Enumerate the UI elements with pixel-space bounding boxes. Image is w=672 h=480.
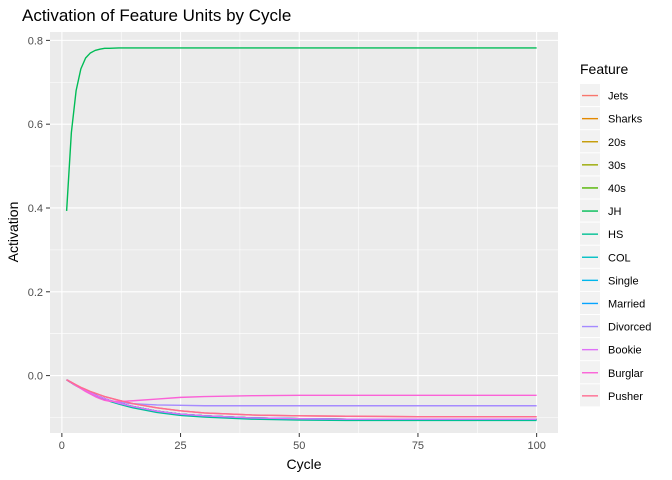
y-tick-label: 0.4: [28, 203, 43, 215]
legend-label-col: COL: [608, 252, 631, 264]
plot-panel: [50, 32, 558, 433]
legend-label-20s: 20s: [608, 137, 626, 149]
y-axis-ticks: 0.0 0.2 0.4 0.6 0.8: [28, 35, 50, 383]
legend-label-married: Married: [608, 298, 645, 310]
x-tick-label: 75: [412, 440, 424, 452]
legend-label-pusher: Pusher: [608, 391, 643, 403]
legend-title: Feature: [580, 61, 628, 77]
legend-label-divorced: Divorced: [608, 322, 651, 334]
legend-label-40s: 40s: [608, 183, 626, 195]
y-tick-label: 0.8: [28, 35, 43, 47]
legend: Feature Jets Sharks 20s 30s 40s JH HS COL Single…: [580, 61, 651, 407]
legend-label-hs: HS: [608, 229, 623, 241]
legend-label-30s: 30s: [608, 160, 626, 172]
legend-label-single: Single: [608, 275, 639, 287]
series-line-jh: [65, 47, 537, 211]
y-axis-title: Activation: [5, 202, 21, 263]
x-axis-title: Cycle: [286, 456, 321, 472]
series-line-burglar: [66, 379, 537, 403]
legend-items: Jets Sharks 20s 30s 40s JH HS COL Single Married D…: [580, 84, 651, 407]
x-axis-ticks: 0 25 50 75 100: [59, 433, 546, 452]
legend-label-sharks: Sharks: [608, 114, 643, 126]
x-tick-label: 50: [293, 440, 305, 452]
legend-label-burglar: Burglar: [608, 368, 644, 380]
y-tick-label: 0.2: [28, 287, 43, 299]
legend-label-bookie: Bookie: [608, 345, 642, 357]
y-tick-label: 0.0: [28, 371, 43, 383]
minor-gridlines: [50, 32, 558, 433]
x-tick-label: 25: [174, 440, 186, 452]
legend-label-jh: JH: [608, 206, 622, 218]
x-tick-label: 100: [527, 440, 545, 452]
legend-label-jets: Jets: [608, 91, 629, 103]
y-tick-label: 0.6: [28, 119, 43, 131]
x-tick-label: 0: [59, 440, 65, 452]
series-line-pusher: [66, 379, 537, 418]
major-gridlines: [50, 32, 558, 433]
chart-title: Activation of Feature Units by Cycle: [22, 6, 291, 25]
series-lines: [65, 47, 537, 422]
